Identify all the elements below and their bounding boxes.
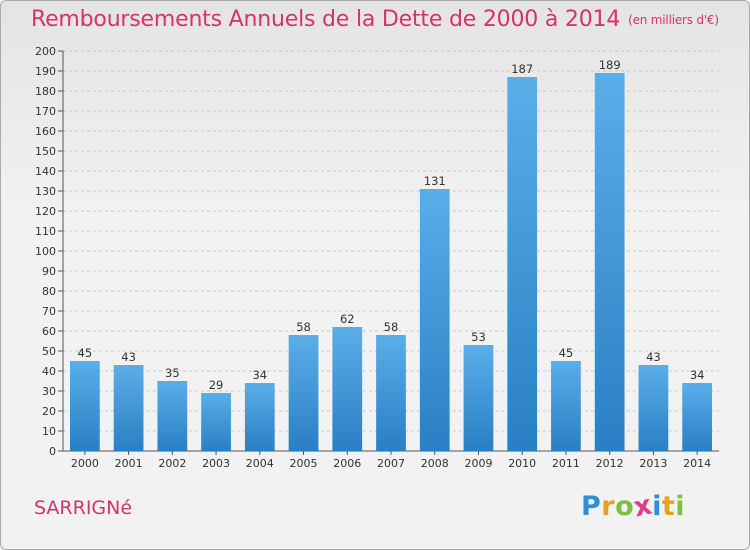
y-tick-label: 60	[42, 325, 56, 338]
data-label: 34	[690, 368, 705, 382]
data-label: 53	[471, 330, 486, 344]
x-tick-label: 2009	[464, 457, 492, 470]
data-label: 187	[511, 62, 533, 76]
bar-2000	[69, 361, 100, 451]
bar-2004	[244, 383, 275, 451]
y-tick-label: 80	[42, 285, 56, 298]
bars	[69, 73, 713, 451]
logo-letter: t	[661, 491, 676, 522]
y-tick-label: 170	[35, 105, 56, 118]
data-label: 34	[252, 368, 267, 382]
y-tick-label: 50	[42, 345, 56, 358]
x-tick-label: 2012	[596, 457, 624, 470]
bar-2003	[201, 393, 231, 451]
logo-letter: r	[601, 491, 616, 522]
data-label: 189	[599, 58, 621, 72]
data-label: 45	[78, 346, 93, 360]
bar-2007	[376, 335, 406, 451]
y-tick-label: 150	[35, 145, 56, 158]
x-tick-label: 2011	[552, 457, 580, 470]
x-tick-label: 2002	[158, 457, 186, 470]
bar-2014	[682, 383, 713, 451]
y-tick-label: 190	[35, 65, 56, 78]
y-tick-label: 110	[35, 225, 56, 238]
x-tick-label: 2003	[202, 457, 230, 470]
y-tick-label: 120	[35, 205, 56, 218]
bar-2006	[332, 327, 363, 451]
data-label: 62	[340, 312, 355, 326]
x-tick-labels: 2000 2001 2002 2003 2004 2005 2006 2007 2008 2009…	[71, 457, 711, 470]
x-tick-label: 2013	[639, 457, 667, 470]
x-tick-label: 2004	[246, 457, 274, 470]
y-tick-label: 70	[42, 305, 56, 318]
chart-title: Remboursements Annuels de la Dette de 20…	[31, 7, 719, 32]
bar-2001	[113, 365, 144, 451]
data-labels: 45 43 35 29 34 58 62 58 131 53 187 45 189 43 34	[78, 58, 705, 392]
y-tick-labels: 0 10 20 30 40 50 60 70 80 90 100 110 120 130 140 150 160…	[35, 45, 56, 458]
x-tick-label: 2014	[683, 457, 711, 470]
logo-letter: o	[615, 491, 635, 522]
data-label: 43	[646, 350, 661, 364]
data-label: 45	[559, 346, 574, 360]
bar-2010	[507, 77, 538, 451]
logo-letter: i	[675, 491, 686, 522]
y-tick-label: 180	[35, 85, 56, 98]
bar-2002	[157, 381, 188, 451]
bar-2008	[419, 189, 450, 451]
data-label: 58	[296, 320, 311, 334]
x-tick-label: 2008	[421, 457, 449, 470]
commune-name: SARRIGNé	[34, 497, 133, 519]
proxiti-logo: Proxiti	[581, 489, 686, 523]
data-label: 35	[165, 366, 180, 380]
bar-2011	[551, 361, 581, 451]
logo-letter: P	[581, 491, 602, 522]
title-unit: (en milliers d'€)	[628, 13, 719, 27]
y-tick-label: 160	[35, 125, 56, 138]
y-tick-label: 10	[42, 425, 56, 438]
y-tick-label: 200	[35, 45, 56, 58]
y-tick-label: 90	[42, 265, 56, 278]
x-tick-label: 2001	[115, 457, 143, 470]
y-tick-label: 140	[35, 165, 56, 178]
bar-2009	[463, 345, 494, 451]
x-tick-label: 2006	[333, 457, 361, 470]
data-label: 131	[424, 174, 446, 188]
x-tick-label: 2010	[508, 457, 536, 470]
logo-letter: i	[652, 491, 662, 522]
bar-2012	[594, 73, 625, 451]
y-tick-label: 30	[42, 385, 56, 398]
title-text: Remboursements Annuels de la Dette de 20…	[31, 7, 621, 32]
y-tick-label: 40	[42, 365, 56, 378]
y-tick-label: 0	[49, 445, 56, 458]
data-label: 43	[121, 350, 136, 364]
y-tick-label: 100	[35, 245, 56, 258]
bar-chart: 45 43 35 29 34 58 62 58 131 53 187 45 189 43 34 0 10 20 3…	[35, 45, 719, 470]
bar-2013	[638, 365, 669, 451]
bar-2005	[288, 335, 319, 451]
x-tick-label: 2007	[377, 457, 405, 470]
x-tick-label: 2005	[290, 457, 318, 470]
y-tick-label: 20	[42, 405, 56, 418]
x-tick-label: 2000	[71, 457, 99, 470]
y-tick-label: 130	[35, 185, 56, 198]
data-label: 58	[384, 320, 399, 334]
data-label: 29	[209, 378, 224, 392]
